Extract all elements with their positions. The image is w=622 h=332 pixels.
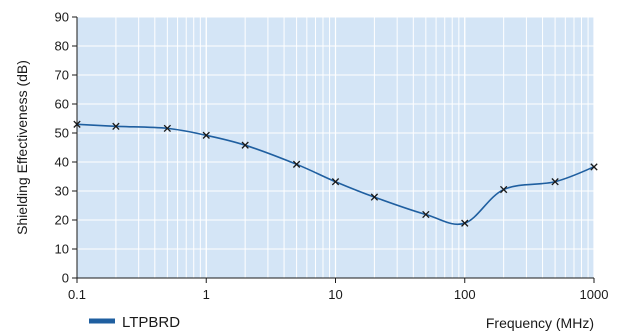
marker-stroke <box>551 178 559 186</box>
x-tick-label: 1000 <box>580 287 609 302</box>
marker-stroke <box>461 219 469 227</box>
y-tick-label: 30 <box>55 184 69 199</box>
data-point-marker <box>370 193 379 201</box>
marker-stroke <box>370 193 379 201</box>
data-point-marker <box>461 219 469 227</box>
marker-stroke <box>292 160 301 168</box>
tick-labels: 0 10 20 30 40 50 60 70 80 90 0.1 1 10 100 1000 <box>55 10 609 303</box>
data-point-marker <box>163 124 172 133</box>
legend-label: LTPBRD <box>122 314 180 331</box>
marker-stroke <box>422 210 430 219</box>
y-tick-label: 50 <box>55 126 69 141</box>
marker-stroke <box>73 120 81 128</box>
y-tick-label: 10 <box>55 242 69 257</box>
data-point-marker <box>202 131 210 139</box>
data-point-marker <box>551 178 559 186</box>
y-axis-title: Shielding Effectiveness (dB) <box>14 60 30 235</box>
data-point-marker <box>499 185 508 194</box>
marker-stroke <box>202 131 210 139</box>
y-tick-label: 20 <box>55 213 69 228</box>
data-point-marker <box>331 178 340 186</box>
data-point-marker <box>590 163 598 171</box>
y-tick-label: 90 <box>55 10 69 25</box>
marker-stroke <box>499 185 508 194</box>
y-tick-label: 0 <box>62 271 69 286</box>
grid <box>77 16 595 278</box>
data-point-marker <box>292 160 301 168</box>
data-point-marker <box>73 120 81 128</box>
marker-stroke <box>163 124 172 133</box>
series <box>73 120 598 227</box>
y-tick-label: 80 <box>55 39 69 54</box>
marker-stroke <box>590 163 598 171</box>
data-point-marker <box>241 141 249 149</box>
x-axis-title: Frequency (MHz) <box>486 315 594 331</box>
marker-stroke <box>241 141 249 149</box>
x-tick-label: 1 <box>203 287 210 302</box>
y-tick-label: 60 <box>55 97 69 112</box>
data-point-marker <box>422 210 430 219</box>
y-tick-label: 40 <box>55 155 69 170</box>
marker-stroke <box>112 122 120 130</box>
x-tick-label: 100 <box>454 287 476 302</box>
marker-stroke <box>331 178 340 186</box>
y-tick-label: 70 <box>55 68 69 83</box>
legend: LTPBRD <box>89 314 180 331</box>
axes <box>72 16 595 283</box>
data-point-marker <box>112 122 120 130</box>
x-tick-label: 0.1 <box>68 287 86 302</box>
x-tick-label: 10 <box>328 287 342 302</box>
